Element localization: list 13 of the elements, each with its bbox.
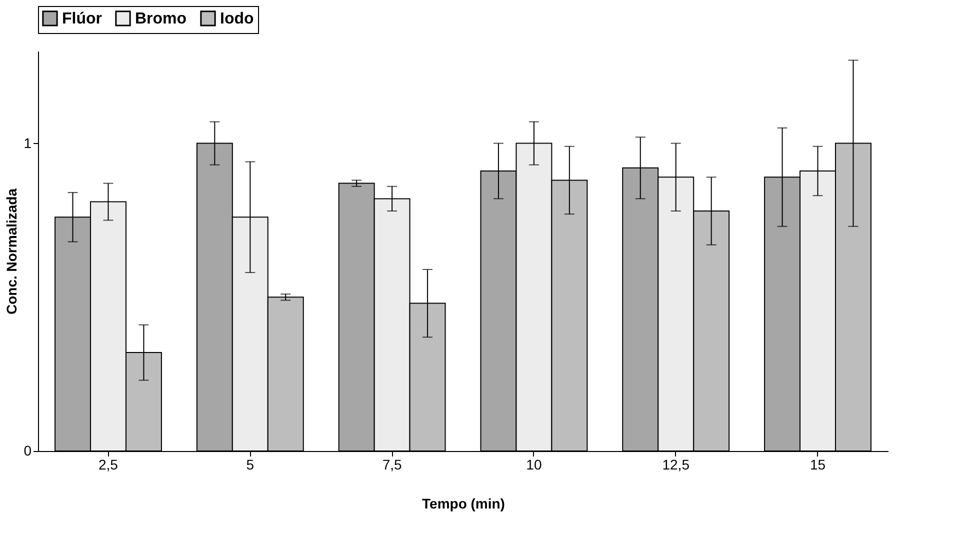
x-tick-label: 2,5 xyxy=(98,456,118,472)
x-tick-label: 5 xyxy=(246,456,254,472)
legend-label: Iodo xyxy=(220,10,254,28)
x-axis-title: Tempo (min) xyxy=(422,496,505,512)
y-tick-label: 1 xyxy=(24,134,32,151)
legend-label: Flúor xyxy=(62,10,102,28)
legend-label: Bromo xyxy=(135,10,187,28)
x-tick-label: 12,5 xyxy=(662,456,690,472)
y-tick-label: 0 xyxy=(24,442,32,458)
x-tick-label: 15 xyxy=(810,456,826,472)
x-tick-label: 7,5 xyxy=(382,456,402,472)
y-axis-title: Conc. Normalizada xyxy=(4,188,20,315)
x-tick-label: 10 xyxy=(526,456,542,472)
